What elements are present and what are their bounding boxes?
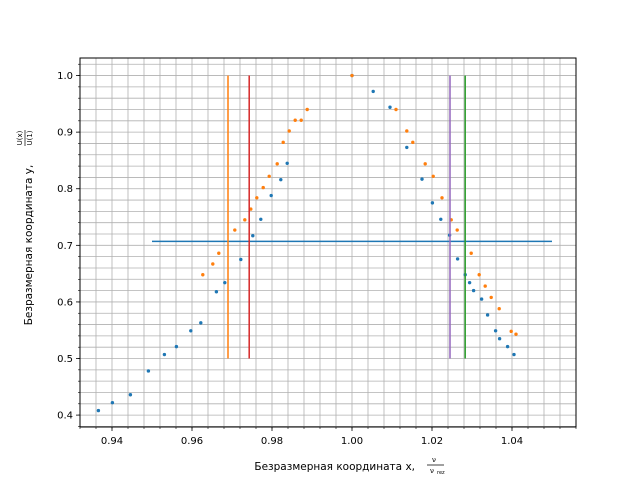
data-point-series-2 bbox=[243, 218, 247, 222]
data-point-series-2 bbox=[293, 118, 297, 122]
data-point-series-1 bbox=[371, 89, 375, 94]
data-point-series-1 bbox=[214, 290, 219, 294]
y-tick-label: 0.4 bbox=[57, 411, 73, 422]
data-point-series-1 bbox=[146, 369, 151, 373]
y-tick-label: 0.5 bbox=[57, 354, 73, 365]
data-point-series-1 bbox=[199, 321, 203, 325]
data-point-series-1 bbox=[279, 177, 283, 182]
data-point-series-2 bbox=[394, 107, 398, 112]
data-point-series-1 bbox=[388, 105, 392, 109]
data-point-series-1 bbox=[485, 313, 490, 317]
data-point-series-1 bbox=[479, 297, 484, 301]
y-axis-label: Безразмерная координата y, bbox=[23, 165, 35, 326]
data-point-series-1 bbox=[189, 329, 193, 333]
data-point-series-2 bbox=[411, 140, 415, 145]
data-point-series-1 bbox=[455, 257, 460, 261]
data-point-series-2 bbox=[275, 162, 279, 166]
data-point-series-1 bbox=[269, 193, 273, 198]
y-axis-label-denominator: U(1) bbox=[26, 130, 34, 145]
y-tick-label: 0.8 bbox=[57, 184, 73, 195]
data-point-series-1 bbox=[405, 145, 409, 150]
x-tick-label: 0.98 bbox=[261, 436, 283, 447]
x-axis-label-denominator: ν bbox=[430, 467, 434, 475]
y-axis-label-group: Безразмерная координата y, U(x) U(1) bbox=[16, 130, 35, 325]
data-point-series-1 bbox=[110, 400, 115, 405]
x-tick-label: 0.96 bbox=[181, 436, 203, 447]
data-point-series-2 bbox=[489, 295, 493, 300]
x-axis-label: Безразмерная координата x, bbox=[254, 461, 415, 473]
data-point-series-2 bbox=[469, 251, 473, 255]
axes-frame bbox=[79, 57, 577, 428]
data-point-series-1 bbox=[128, 393, 133, 397]
data-point-series-1 bbox=[439, 217, 443, 221]
data-point-series-2 bbox=[350, 73, 354, 78]
data-point-series-2 bbox=[431, 174, 435, 178]
data-point-series-1 bbox=[285, 161, 289, 165]
data-point-series-2 bbox=[217, 251, 221, 255]
data-point-series-1 bbox=[251, 234, 255, 238]
data-point-series-1 bbox=[505, 344, 510, 349]
data-point-series-1 bbox=[239, 257, 243, 262]
grid-lines bbox=[79, 58, 577, 427]
data-point-series-2 bbox=[405, 129, 409, 133]
y-tick-label: 0.7 bbox=[57, 241, 73, 252]
data-point-series-1 bbox=[223, 280, 227, 285]
y-tick-label: 0.9 bbox=[57, 128, 73, 139]
data-point-series-2 bbox=[211, 262, 215, 266]
data-point-series-2 bbox=[287, 129, 291, 133]
y-tick-label: 1.0 bbox=[57, 71, 73, 82]
data-point-series-1 bbox=[96, 408, 101, 413]
data-point-series-2 bbox=[509, 329, 513, 334]
data-point-series-2 bbox=[249, 207, 253, 211]
data-point-series-2 bbox=[305, 107, 309, 112]
x-tick-label: 1.02 bbox=[421, 436, 443, 447]
x-tick-label: 0.94 bbox=[101, 436, 123, 447]
x-axis-label-fraction: ν ν rez bbox=[427, 456, 445, 476]
data-point-series-1 bbox=[471, 288, 476, 293]
data-point-series-2 bbox=[201, 273, 205, 277]
x-axis-label-denominator-index: rez bbox=[437, 470, 445, 476]
data-point-series-2 bbox=[514, 332, 518, 336]
data-point-series-1 bbox=[497, 337, 502, 341]
data-point-series-2 bbox=[299, 118, 303, 122]
data-point-series-2 bbox=[267, 174, 271, 178]
axis-ticks: 0.94 0.96 0.98 1.00 1.02 1.04 0.4 0.5 0.6 0.7 0.8 0… bbox=[57, 63, 577, 447]
data-point-series-2 bbox=[233, 228, 237, 232]
plot-series bbox=[96, 73, 552, 413]
data-point-series-2 bbox=[497, 307, 501, 311]
x-tick-label: 1.00 bbox=[341, 436, 363, 447]
data-point-series-2 bbox=[455, 228, 459, 232]
data-point-series-1 bbox=[430, 201, 435, 205]
data-point-series-1 bbox=[420, 177, 424, 181]
y-axis-label-numerator: U(x) bbox=[16, 130, 24, 145]
data-point-series-1 bbox=[493, 329, 498, 333]
data-point-series-2 bbox=[477, 273, 481, 277]
data-point-series-2 bbox=[440, 196, 444, 200]
data-point-series-1 bbox=[174, 344, 179, 349]
y-tick-label: 0.6 bbox=[57, 297, 73, 308]
x-axis-label-numerator: ν bbox=[432, 456, 436, 464]
data-point-series-2 bbox=[261, 185, 265, 190]
data-point-series-1 bbox=[162, 352, 167, 357]
data-point-series-1 bbox=[467, 280, 472, 285]
data-point-series-2 bbox=[423, 162, 427, 166]
data-point-series-2 bbox=[255, 196, 259, 200]
data-point-series-1 bbox=[512, 352, 516, 357]
data-point-series-2 bbox=[281, 140, 285, 145]
data-point-series-1 bbox=[259, 217, 263, 221]
data-point-series-2 bbox=[483, 284, 487, 288]
x-tick-label: 1.04 bbox=[501, 436, 523, 447]
